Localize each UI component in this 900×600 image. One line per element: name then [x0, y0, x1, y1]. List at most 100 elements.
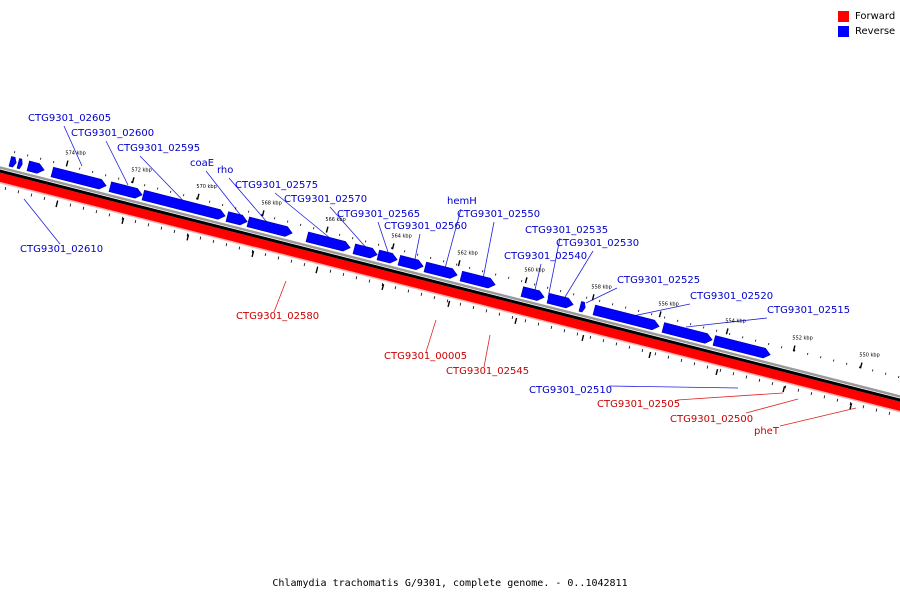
- leader-line: [23, 198, 61, 245]
- gene-label: CTG9301_02580: [236, 311, 319, 322]
- minor-tick-bottom: [719, 368, 722, 372]
- leader-line: [547, 237, 561, 299]
- minor-tick-bottom: [550, 325, 553, 329]
- minor-tick-bottom: [30, 193, 33, 197]
- major-tick: [859, 362, 863, 369]
- gene-block-6: [225, 211, 248, 226]
- minor-tick-bottom: [576, 332, 579, 336]
- major-tick-lower: [315, 267, 319, 274]
- major-tick: [131, 177, 135, 184]
- tick-label: 558 kbp: [591, 285, 611, 291]
- gene-block-15: [546, 293, 574, 309]
- leader-line: [676, 392, 784, 401]
- gene-block-1: [16, 158, 23, 170]
- minor-tick-bottom: [420, 292, 423, 296]
- minor-tick-bottom: [95, 210, 98, 214]
- minor-tick-bottom: [680, 358, 683, 363]
- gene-block-8: [305, 231, 351, 252]
- major-tick-lower: [447, 300, 451, 307]
- minor-tick-bottom: [147, 223, 150, 227]
- gene-label: CTG9301_02505: [597, 399, 680, 410]
- minor-tick-bottom: [199, 236, 202, 240]
- gene-block-14: [520, 286, 545, 301]
- gene-block-19: [712, 335, 771, 359]
- genome-caption: Chlamydia trachomatis G/9301, complete g…: [272, 578, 628, 589]
- gene-block-7: [246, 216, 293, 237]
- minor-tick-bottom: [69, 203, 72, 207]
- tick-label: 568 kbp: [261, 201, 281, 207]
- leader-line: [561, 250, 594, 303]
- minor-tick-bottom: [667, 355, 670, 359]
- backbone-line: [0, 169, 900, 402]
- minor-tick-bottom: [498, 312, 501, 316]
- gene-label: rho: [217, 165, 233, 176]
- leader-line: [745, 398, 799, 414]
- minor-tick-bottom: [173, 229, 176, 234]
- major-tick-lower: [121, 217, 125, 225]
- major-tick-lower: [715, 368, 719, 376]
- gene-label: CTG9301_02610: [20, 244, 103, 255]
- major-tick-lower: [251, 250, 255, 258]
- major-tick: [196, 193, 200, 200]
- gene-block-0: [8, 156, 17, 168]
- genome-backbone: [0, 166, 900, 413]
- gene-label: CTG9301_02605: [28, 113, 111, 124]
- minor-tick-bottom: [485, 309, 488, 313]
- minor-tick-bottom: [121, 216, 124, 220]
- gene-label: CTG9301_02565: [337, 209, 420, 220]
- tick-label: 566 kbp: [325, 217, 345, 223]
- tick-label: 572 kbp: [131, 167, 151, 173]
- gene-label: CTG9301_02600: [71, 128, 154, 139]
- minor-tick-bottom: [303, 262, 306, 267]
- minor-tick-bottom: [82, 206, 85, 210]
- gene-label: CTG9301_02535: [525, 225, 608, 236]
- major-tick-lower: [514, 317, 518, 324]
- tick-label: 560 kbp: [524, 267, 544, 273]
- minor-tick-bottom: [290, 259, 293, 263]
- minor-tick-bottom: [160, 226, 163, 230]
- gene-label: CTG9301_02540: [504, 251, 587, 262]
- major-tick-lower: [186, 234, 190, 241]
- leader-line: [627, 303, 691, 318]
- leader-line: [585, 287, 618, 304]
- minor-tick-bottom: [472, 306, 475, 310]
- gene-label: CTG9301_02520: [690, 291, 773, 302]
- gene-block-11: [397, 255, 424, 271]
- legend-item-reverse: Reverse: [838, 24, 895, 39]
- minor-tick-bottom: [875, 408, 878, 412]
- gene-label: CTG9301_02595: [117, 143, 200, 154]
- minor-tick-bottom: [849, 401, 852, 406]
- minor-tick-bottom: [511, 315, 514, 320]
- minor-tick-bottom: [758, 378, 761, 382]
- minor-tick-bottom: [4, 186, 7, 191]
- gene-label: CTG9301_02525: [617, 275, 700, 286]
- gene-block-13: [459, 270, 496, 289]
- gene-label: CTG9301_02515: [767, 305, 850, 316]
- reverse-swatch: [838, 26, 849, 37]
- gene-block-5: [141, 189, 226, 220]
- major-tick: [725, 328, 729, 335]
- gene-label: CTG9301_02510: [529, 385, 612, 396]
- minor-tick-bottom: [225, 243, 228, 247]
- gene-block-18: [661, 322, 713, 344]
- tick-marks: 574 kbp 572 kbp 570 kbp 568 kbp 566 kbp 564 k…: [4, 151, 900, 415]
- minor-tick-bottom: [732, 372, 735, 376]
- gene-block-17: [592, 304, 660, 331]
- major-tick: [792, 345, 796, 352]
- minor-tick-bottom: [706, 365, 709, 369]
- gene-label: CTG9301_00005: [384, 351, 467, 362]
- gene-label: CTG9301_02500: [670, 414, 753, 425]
- tick-label: 556 kbp: [658, 302, 678, 308]
- minor-tick-bottom: [108, 213, 111, 217]
- minor-tick-bottom: [264, 253, 267, 257]
- minor-tick-bottom: [277, 256, 280, 260]
- forward-strand-shadow: [0, 181, 900, 413]
- gene-block-10: [376, 249, 398, 264]
- gene-block-16: [578, 301, 586, 313]
- minor-tick-bottom: [628, 345, 631, 349]
- minor-tick-bottom: [459, 302, 462, 306]
- minor-tick-bottom: [784, 385, 787, 389]
- leader-line: [685, 317, 768, 328]
- leader-line: [228, 177, 273, 229]
- leader-line: [274, 192, 337, 244]
